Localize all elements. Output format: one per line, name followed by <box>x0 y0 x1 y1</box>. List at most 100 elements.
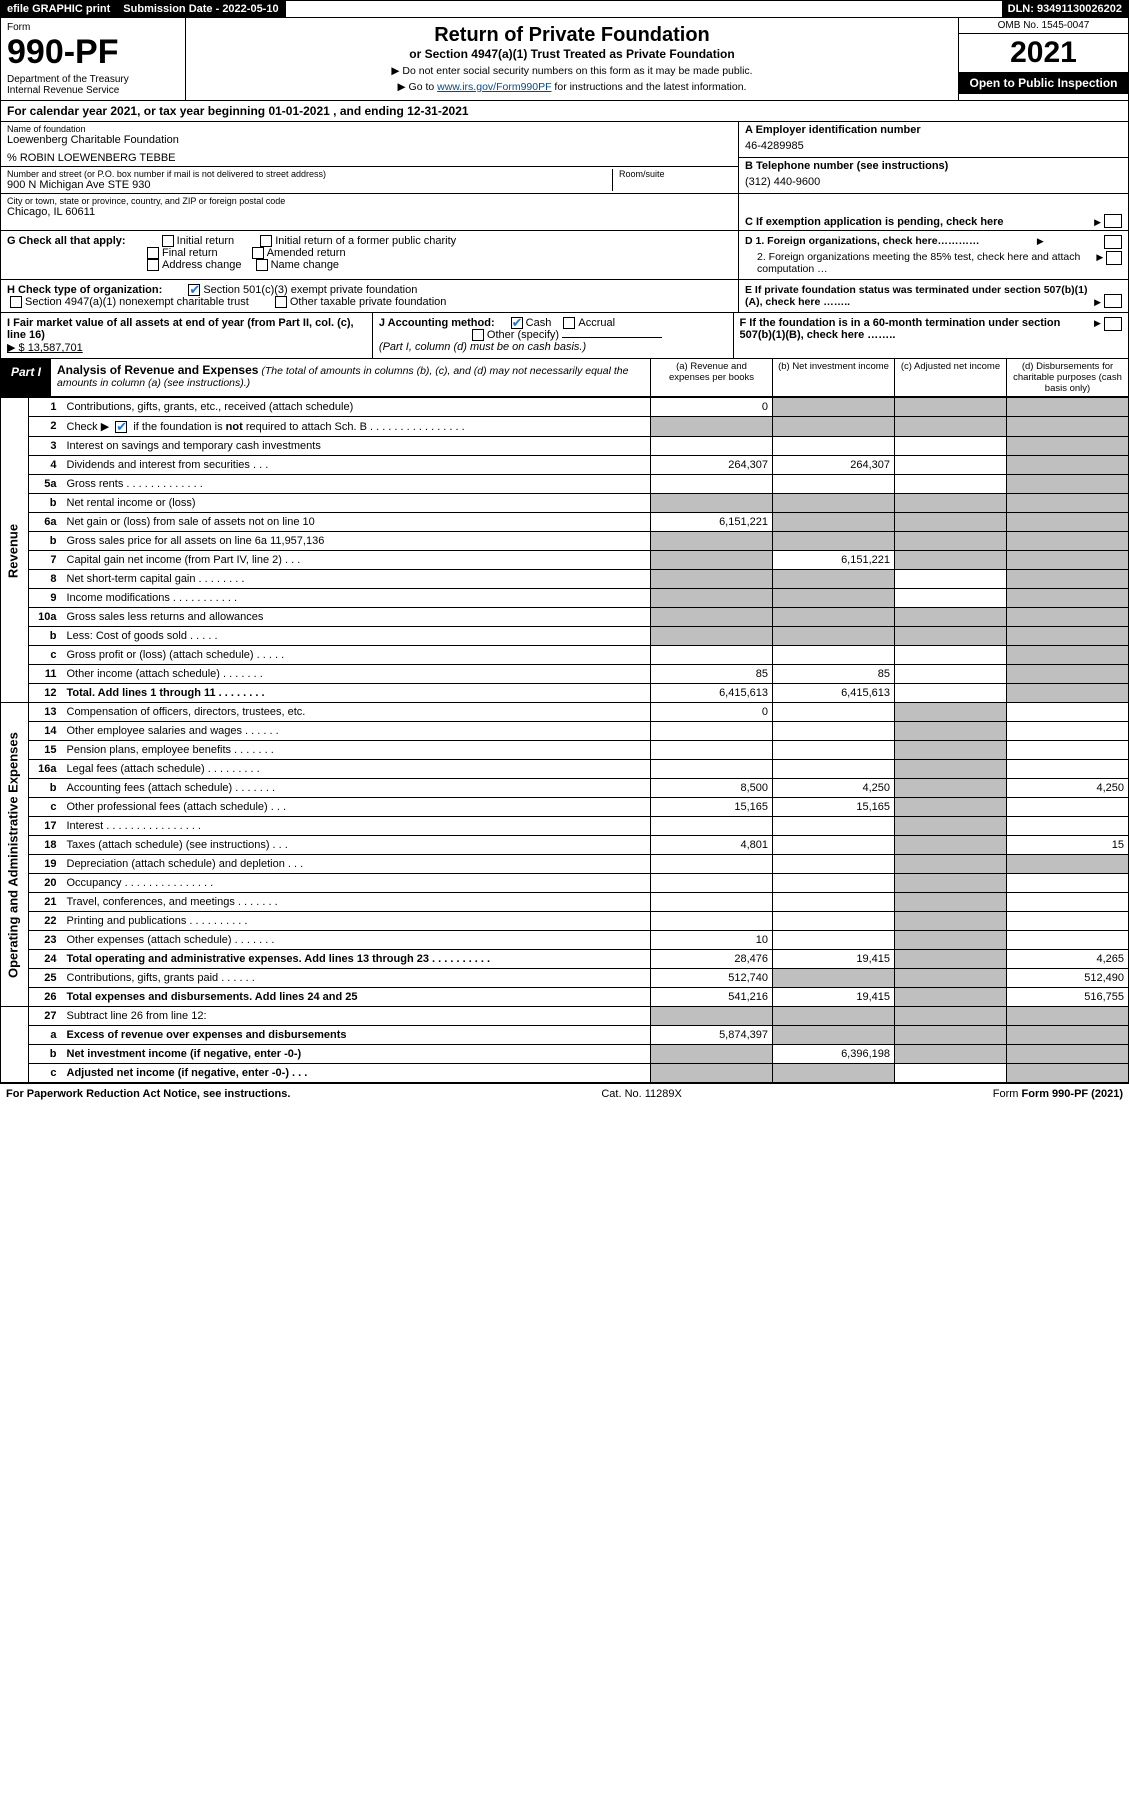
line-number: c <box>29 1064 63 1083</box>
amount-cell <box>895 855 1007 874</box>
table-row: 26Total expenses and disbursements. Add … <box>1 988 1129 1007</box>
chk-initial-return[interactable] <box>162 235 174 247</box>
line-number: 27 <box>29 1007 63 1026</box>
table-row: 20Occupancy . . . . . . . . . . . . . . … <box>1 874 1129 893</box>
amount-cell <box>895 741 1007 760</box>
amount-cell: 10 <box>651 931 773 950</box>
table-row: 18Taxes (attach schedule) (see instructi… <box>1 836 1129 855</box>
amount-cell <box>895 703 1007 722</box>
j-label: J Accounting method: <box>379 317 495 329</box>
chk-address-change[interactable] <box>147 259 159 271</box>
phone-label: B Telephone number (see instructions) <box>745 160 1122 172</box>
dln: DLN: 93491130026202 <box>1002 1 1128 17</box>
amount-cell <box>895 950 1007 969</box>
city-label: City or town, state or province, country… <box>7 196 732 206</box>
section-h-e: H Check type of organization: Section 50… <box>0 280 1129 313</box>
chk-amended[interactable] <box>252 247 264 259</box>
amount-cell <box>1007 398 1129 417</box>
c-pending-label: C If exemption application is pending, c… <box>745 216 1094 228</box>
chk-name-change[interactable] <box>256 259 268 271</box>
amount-cell <box>651 627 773 646</box>
line-description: Taxes (attach schedule) (see instruction… <box>63 836 651 855</box>
line-description: Net gain or (loss) from sale of assets n… <box>63 513 651 532</box>
ein-label: A Employer identification number <box>745 124 1122 136</box>
amount-cell <box>1007 817 1129 836</box>
chk-other-taxable[interactable] <box>275 296 287 308</box>
line-number: 12 <box>29 684 63 703</box>
amount-cell <box>1007 589 1129 608</box>
foundation-name: Loewenberg Charitable Foundation <box>7 134 732 146</box>
f-checkbox[interactable] <box>1104 317 1122 331</box>
chk-initial-former[interactable] <box>260 235 272 247</box>
amount-cell <box>895 893 1007 912</box>
line-number: 18 <box>29 836 63 855</box>
col-c-header: (c) Adjusted net income <box>894 359 1006 396</box>
table-row: 23Other expenses (attach schedule) . . .… <box>1 931 1129 950</box>
table-row: 16aLegal fees (attach schedule) . . . . … <box>1 760 1129 779</box>
line-description: Interest on savings and temporary cash i… <box>63 437 651 456</box>
d2-checkbox[interactable] <box>1106 251 1122 265</box>
amount-cell: 5,874,397 <box>651 1026 773 1045</box>
line-number: 26 <box>29 988 63 1007</box>
chk-other-method[interactable] <box>472 329 484 341</box>
line-number: b <box>29 779 63 798</box>
amount-cell <box>895 417 1007 437</box>
form990pf-link[interactable]: www.irs.gov/Form990PF <box>437 81 551 93</box>
amount-cell <box>773 874 895 893</box>
line-description: Total. Add lines 1 through 11 . . . . . … <box>63 684 651 703</box>
amount-cell <box>1007 798 1129 817</box>
amount-cell: 4,250 <box>773 779 895 798</box>
line-number: 20 <box>29 874 63 893</box>
line-number: 21 <box>29 893 63 912</box>
table-row: 11Other income (attach schedule) . . . .… <box>1 665 1129 684</box>
i-label: I Fair market value of all assets at end… <box>7 317 354 341</box>
chk-accrual[interactable] <box>563 317 575 329</box>
phone-value: (312) 440-9600 <box>745 176 1122 188</box>
chk-4947[interactable] <box>10 296 22 308</box>
line-number: 8 <box>29 570 63 589</box>
table-row: bAccounting fees (attach schedule) . . .… <box>1 779 1129 798</box>
table-row: cGross profit or (loss) (attach schedule… <box>1 646 1129 665</box>
amount-cell <box>895 760 1007 779</box>
table-row: cOther professional fees (attach schedul… <box>1 798 1129 817</box>
amount-cell <box>773 398 895 417</box>
line-description: Subtract line 26 from line 12: <box>63 1007 651 1026</box>
amount-cell <box>895 608 1007 627</box>
amount-cell <box>1007 912 1129 931</box>
form-note-1: ▶ Do not enter social security numbers o… <box>192 65 952 77</box>
line-description: Depreciation (attach schedule) and deple… <box>63 855 651 874</box>
amount-cell: 19,415 <box>773 988 895 1007</box>
line-description: Contributions, gifts, grants paid . . . … <box>63 969 651 988</box>
part1-table: Revenue1Contributions, gifts, grants, et… <box>0 397 1129 1083</box>
chk-sch-b[interactable] <box>115 421 127 433</box>
line-number: 23 <box>29 931 63 950</box>
efile-tag[interactable]: efile GRAPHIC print <box>1 1 117 17</box>
care-of: % ROBIN LOEWENBERG TEBBE <box>7 152 732 164</box>
amount-cell <box>1007 513 1129 532</box>
amount-cell <box>1007 855 1129 874</box>
line-number: 13 <box>29 703 63 722</box>
amount-cell <box>1007 608 1129 627</box>
line-description: Occupancy . . . . . . . . . . . . . . . <box>63 874 651 893</box>
d1-checkbox[interactable] <box>1104 235 1122 249</box>
amount-cell <box>773 931 895 950</box>
line-number: 16a <box>29 760 63 779</box>
chk-cash[interactable] <box>511 317 523 329</box>
amount-cell <box>651 551 773 570</box>
amount-cell <box>895 532 1007 551</box>
amount-cell: 6,151,221 <box>651 513 773 532</box>
line-number: b <box>29 1045 63 1064</box>
line-number: 11 <box>29 665 63 684</box>
amount-cell: 85 <box>773 665 895 684</box>
col-a-header: (a) Revenue and expenses per books <box>650 359 772 396</box>
e-checkbox[interactable] <box>1104 294 1122 308</box>
chk-final-return[interactable] <box>147 247 159 259</box>
amount-cell <box>1007 417 1129 437</box>
amount-cell <box>895 1026 1007 1045</box>
amount-cell <box>895 494 1007 513</box>
calendar-year-line: For calendar year 2021, or tax year begi… <box>0 101 1129 122</box>
c-checkbox[interactable] <box>1104 214 1122 228</box>
chk-501c3[interactable] <box>188 284 200 296</box>
table-row: 10aGross sales less returns and allowanc… <box>1 608 1129 627</box>
amount-cell <box>651 1045 773 1064</box>
